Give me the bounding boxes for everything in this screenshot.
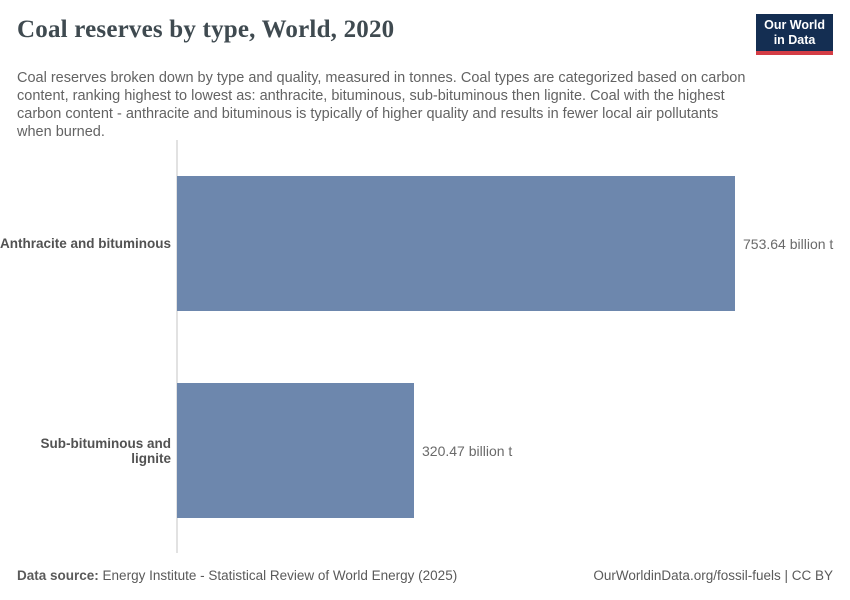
attribution-link[interactable]: OurWorldinData.org/fossil-fuels | CC BY	[593, 568, 833, 583]
y-axis-line	[176, 140, 178, 553]
owid-logo-line1: Our World	[764, 18, 825, 32]
bar-row: Sub-bituminous and lignite 320.47 billion…	[0, 383, 850, 518]
data-source-label: Data source:	[17, 568, 99, 583]
chart-title: Coal reserves by type, World, 2020	[17, 16, 395, 43]
bar-row: Anthracite and bituminous 753.64 billion …	[0, 176, 850, 311]
owid-logo-line2: in Data	[773, 33, 816, 47]
owid-logo[interactable]: Our World in Data	[756, 14, 833, 55]
chart-footer: Data source: Energy Institute - Statisti…	[17, 568, 833, 583]
value-label: 753.64 billion t	[743, 235, 834, 252]
data-source-text: Energy Institute - Statistical Review of…	[102, 568, 458, 583]
data-source-note: Data source: Energy Institute - Statisti…	[17, 568, 457, 583]
category-label: Anthracite and bituminous	[0, 236, 172, 251]
value-label: 320.47 billion t	[422, 442, 513, 459]
bar[interactable]	[177, 383, 414, 518]
bar[interactable]	[177, 176, 735, 311]
chart-subtitle: Coal reserves broken down by type and qu…	[17, 70, 746, 140]
category-label: Sub-bituminous and lignite	[40, 435, 172, 466]
